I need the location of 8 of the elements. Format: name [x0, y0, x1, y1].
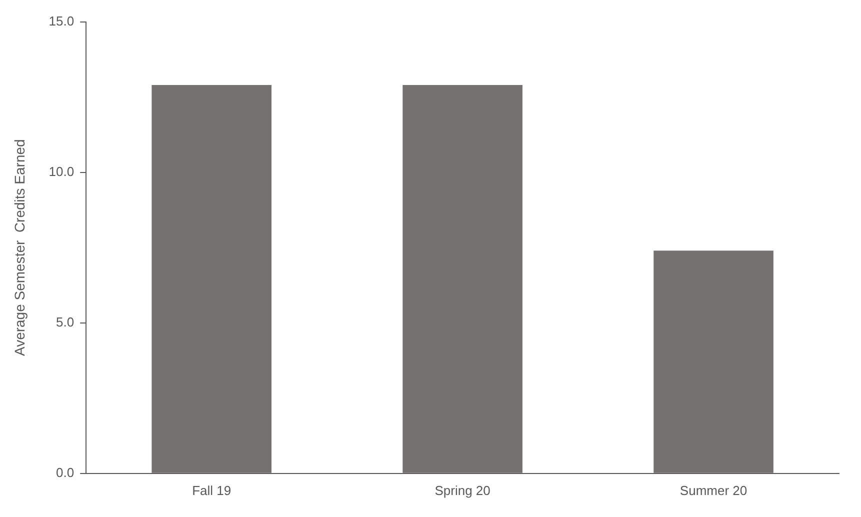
y-tick-label: 0.0	[56, 464, 74, 480]
y-axis-title: Average Semester Credits Earned	[11, 139, 28, 356]
x-tick-label: Summer 20	[680, 482, 748, 498]
y-tick-label: 5.0	[56, 314, 74, 330]
x-tick-label: Fall 19	[192, 482, 232, 498]
x-tick-label: Spring 20	[434, 482, 490, 498]
y-tick-label: 15.0	[48, 13, 74, 28]
y-tick-label: 10.0	[48, 164, 74, 179]
